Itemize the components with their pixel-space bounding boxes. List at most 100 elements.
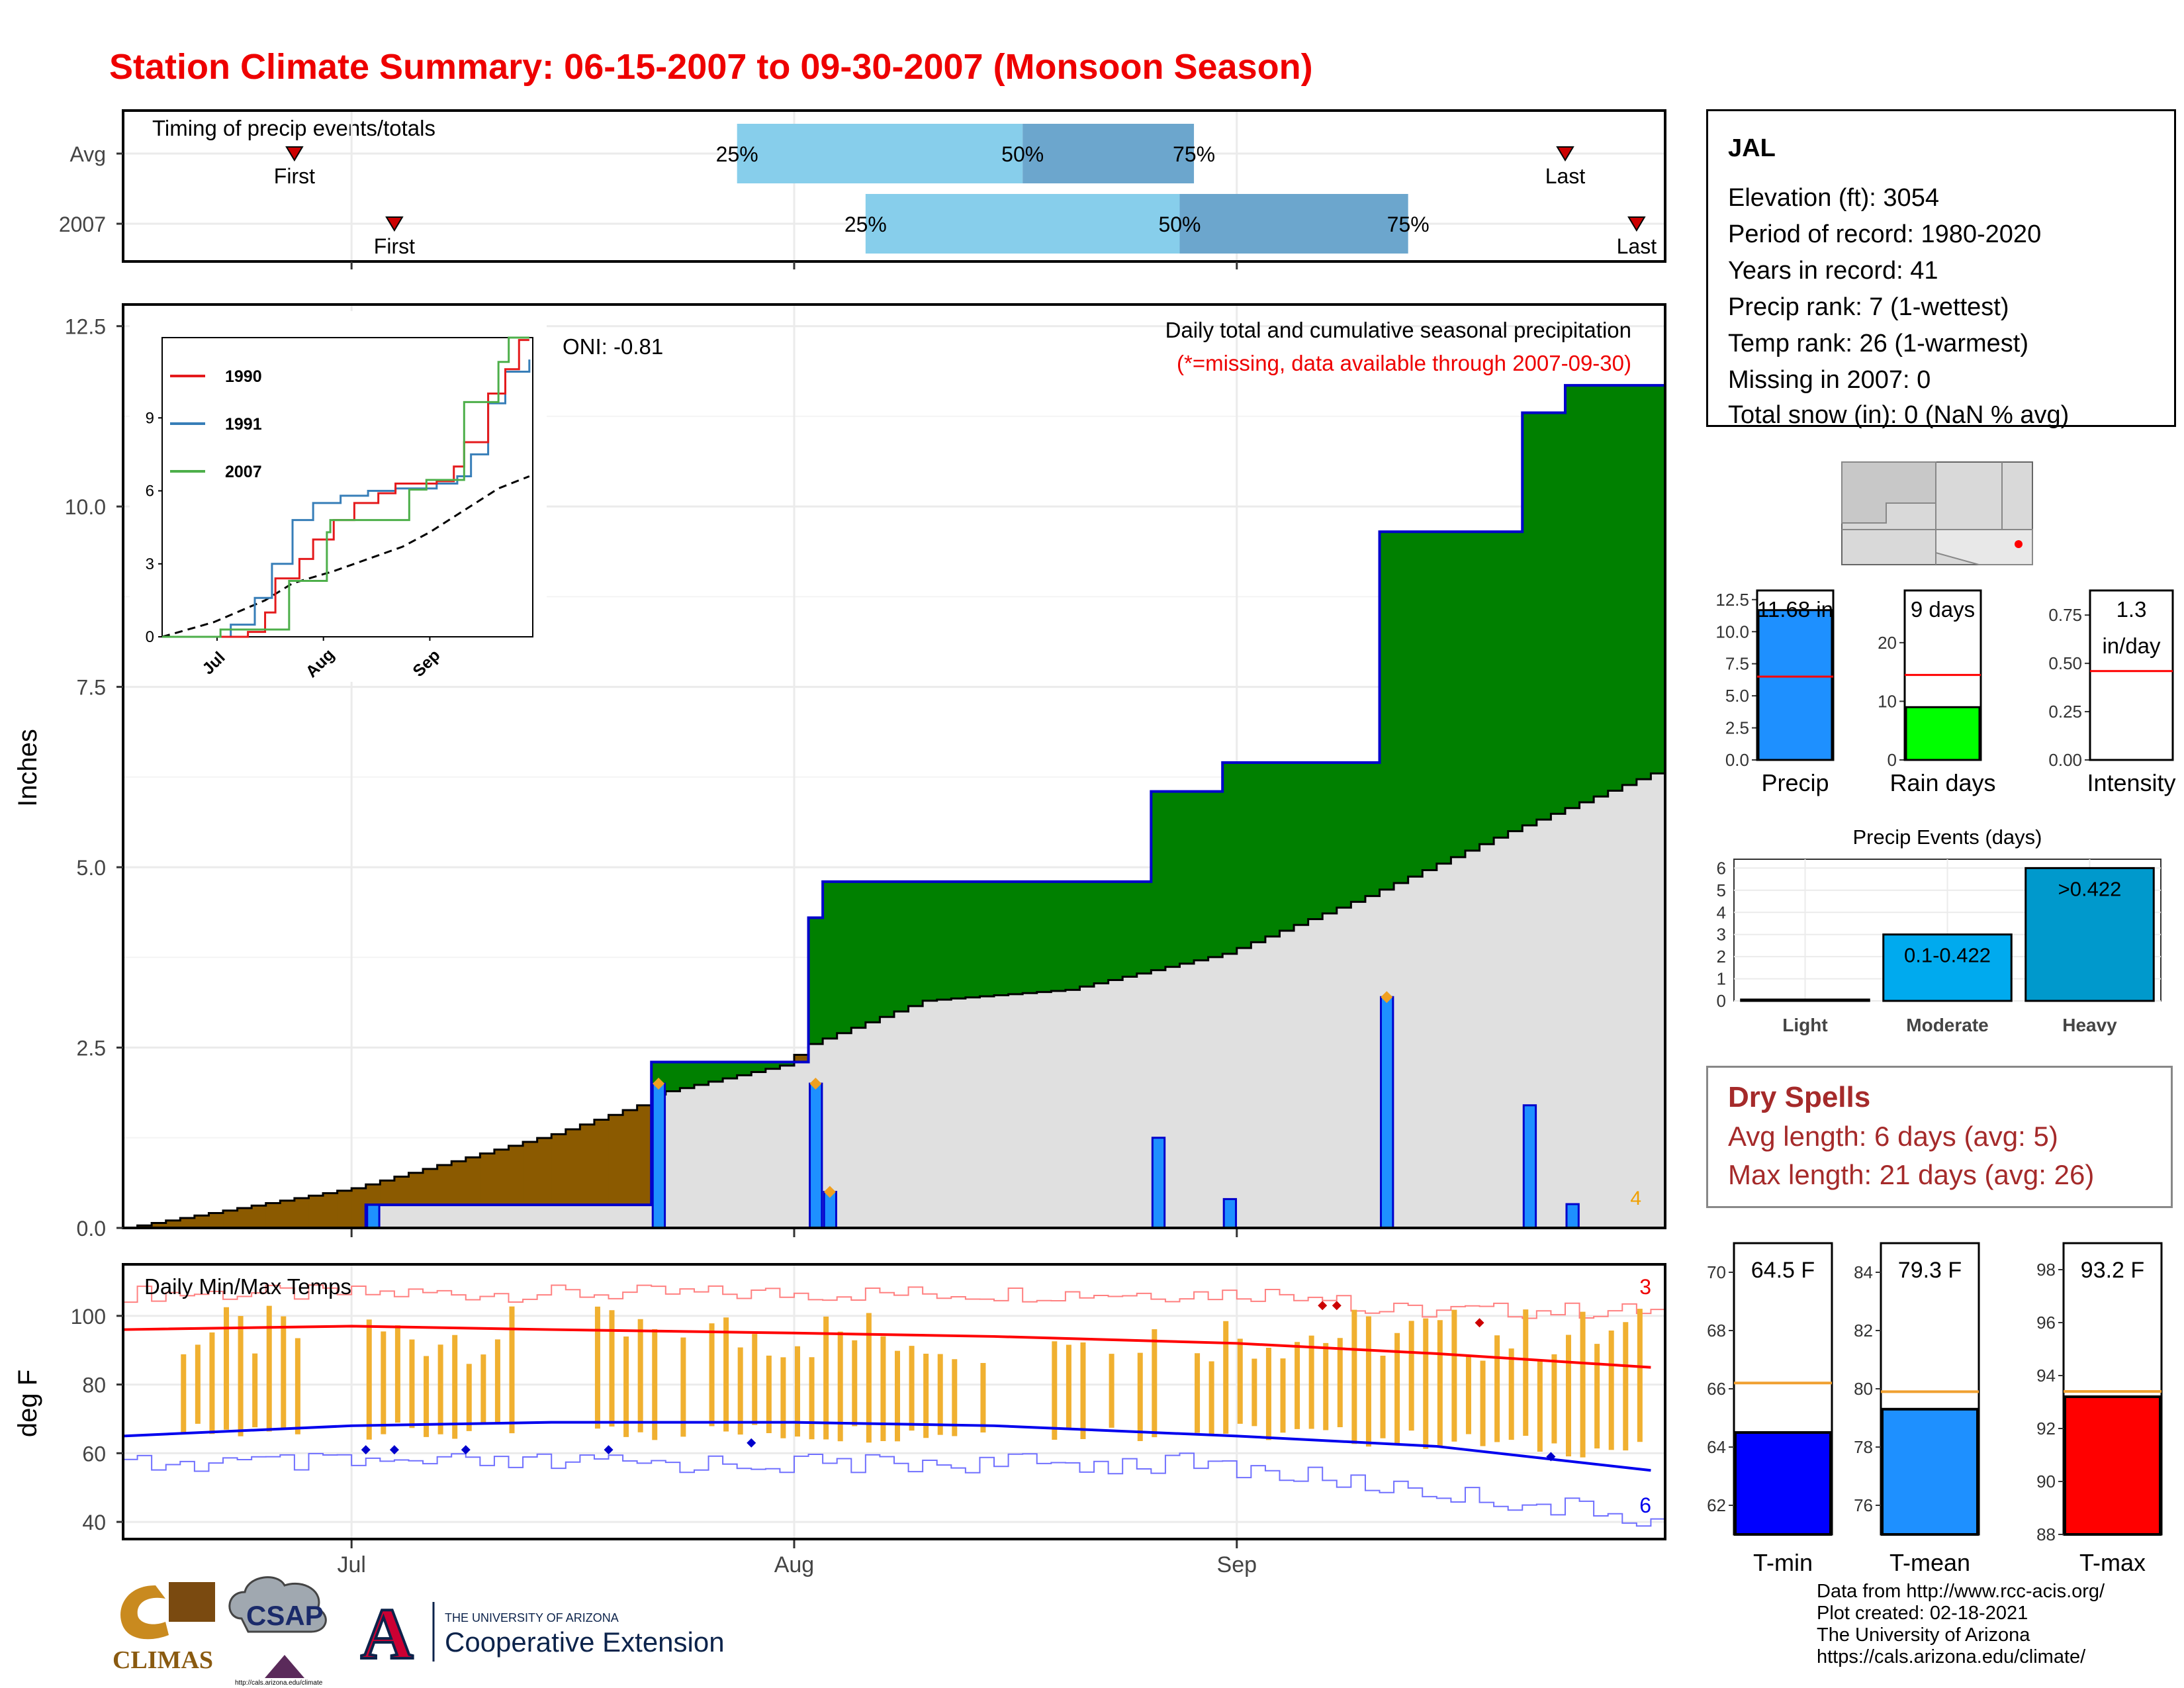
normal-fill — [1551, 814, 1566, 1228]
surplus-fill — [951, 881, 966, 999]
precip-mini-ytick: 10.0 — [1715, 622, 1749, 641]
station-info-box: JAL Elevation (ft): 3054 Period of recor… — [1706, 109, 2176, 429]
surplus-fill — [680, 1062, 695, 1088]
normal-fill — [637, 1205, 652, 1228]
normal-fill — [1479, 844, 1494, 1228]
normal-fill — [923, 1000, 938, 1228]
deficit-fill — [394, 1176, 410, 1205]
record-high-marker — [1332, 1301, 1342, 1311]
surplus-fill — [894, 881, 909, 1012]
record-high-marker — [1475, 1318, 1484, 1328]
normal-fill — [494, 1205, 510, 1228]
events-bar — [1740, 998, 1870, 1002]
normal-fill — [1536, 820, 1552, 1228]
normal-fill — [1636, 779, 1652, 1228]
normal-fill — [451, 1205, 467, 1228]
normal-fill — [694, 1084, 709, 1228]
surplus-fill — [979, 881, 995, 997]
deficit-fill — [294, 1198, 310, 1228]
surplus-fill — [1194, 791, 1209, 961]
surplus-fill — [1408, 532, 1423, 877]
surplus-fill — [1479, 532, 1494, 845]
surplus-fill — [1279, 763, 1295, 931]
deficit-fill — [637, 1105, 652, 1205]
precip-ytick: 7.5 — [77, 676, 106, 700]
first-label: First — [374, 234, 415, 258]
timing-p25: 25% — [844, 212, 887, 236]
intensity-mini-label: Intensity — [2087, 769, 2175, 796]
normal-fill — [894, 1011, 909, 1228]
surplus-fill — [1108, 881, 1123, 980]
deficit-fill — [323, 1193, 338, 1228]
normal-fill — [1279, 930, 1295, 1228]
normal-cumulative-line — [123, 772, 1665, 1229]
deficit-fill — [480, 1153, 495, 1205]
temp-ytick: 80 — [82, 1374, 106, 1397]
normal-fill — [1265, 936, 1281, 1228]
daily-precip-bar — [1565, 1203, 1580, 1229]
tmin-label: T-min — [1753, 1549, 1813, 1576]
normal-fill — [1394, 883, 1409, 1228]
university-of-arizona-logo: A THE UNIVERSITY OF ARIZONA Cooperative … — [359, 1592, 725, 1675]
timing-row-label: Avg — [69, 142, 106, 166]
dry-spells-max: Max length: 21 days (avg: 26) — [1728, 1159, 2095, 1190]
normal-fill — [580, 1205, 595, 1228]
deficit-fill — [594, 1119, 610, 1205]
deficit-fill — [523, 1141, 538, 1205]
record-high-marker — [1318, 1301, 1328, 1311]
tmin-value: 64.5 F — [1751, 1258, 1815, 1283]
tmax-ytick: 88 — [2036, 1524, 2056, 1544]
first-marker — [285, 146, 304, 162]
normal-fill — [1565, 808, 1580, 1228]
deficit-fill — [251, 1205, 267, 1228]
events-xtick: Moderate — [1906, 1015, 1988, 1035]
normal-fill — [1651, 773, 1666, 1228]
surplus-fill — [1051, 881, 1066, 991]
surplus-fill — [694, 1062, 709, 1085]
daily-precip-bar — [651, 1082, 666, 1229]
normal-fill — [851, 1027, 866, 1228]
deficit-fill — [180, 1218, 195, 1228]
inset-ytick: 0 — [146, 628, 154, 646]
normal-fill — [1494, 837, 1509, 1228]
normal-fill — [994, 995, 1009, 1228]
normal-fill — [1179, 963, 1195, 1228]
events-bar — [1882, 933, 2013, 1002]
surplus-fill — [1622, 385, 1637, 785]
observed-cumulative-line — [123, 384, 1665, 1229]
temp-xtick: Jul — [337, 1552, 365, 1577]
timing-bar-50-75 — [1179, 194, 1408, 254]
record-min-line — [123, 1452, 1665, 1527]
surplus-fill — [1136, 881, 1152, 974]
normal-fill — [751, 1072, 766, 1228]
last-label: Last — [1545, 164, 1586, 188]
tmin-ytick: 66 — [1707, 1379, 1726, 1399]
ua-big-text: Cooperative Extension — [445, 1626, 725, 1658]
timing-panel-title: Timing of precip events/totals — [152, 116, 435, 140]
normal-fill — [1108, 980, 1123, 1228]
normal-fill — [1194, 960, 1209, 1228]
normal-fill — [1294, 925, 1309, 1228]
normal-fill — [480, 1205, 495, 1228]
surplus-fill — [823, 881, 838, 1039]
surplus-fill — [1079, 881, 1095, 987]
low-record-count: 6 — [1639, 1493, 1651, 1517]
surplus-fill — [865, 881, 881, 1023]
normal-fill — [1436, 863, 1451, 1228]
normal-fill — [594, 1205, 610, 1228]
raindays-mini-ytick: 20 — [1878, 633, 1897, 653]
tmean-ytick: 78 — [1854, 1437, 1873, 1457]
surplus-fill — [1365, 763, 1381, 896]
precip-mini-ytick: 12.5 — [1715, 590, 1749, 610]
precip-mini-ytick: 2.5 — [1725, 718, 1749, 738]
inset-legend-label: 1991 — [225, 415, 262, 434]
surplus-fill — [1165, 791, 1181, 967]
surplus-fill — [1651, 385, 1666, 774]
surplus-fill — [1394, 532, 1409, 884]
surplus-fill — [1036, 881, 1052, 992]
surplus-fill — [1436, 532, 1451, 864]
locator-map — [1841, 461, 2033, 565]
normal-fill — [708, 1082, 723, 1228]
record-marker — [653, 1078, 665, 1090]
temp-ylabel: deg F — [13, 1370, 42, 1437]
